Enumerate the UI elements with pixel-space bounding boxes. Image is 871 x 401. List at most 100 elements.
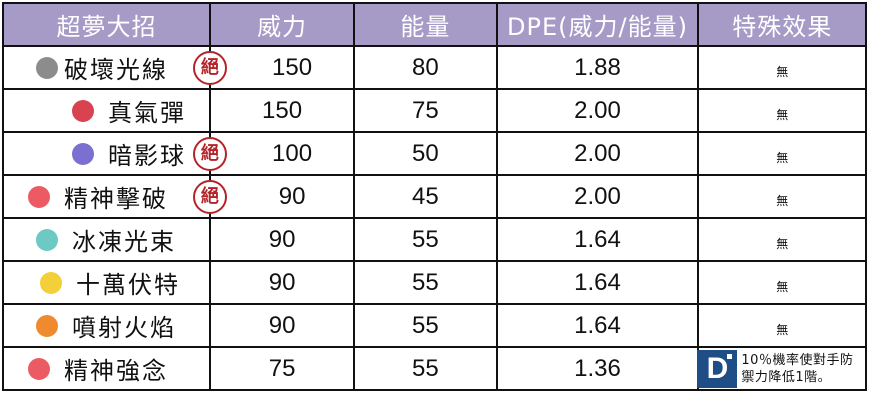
move-name-cell: 真氣彈 <box>2 88 211 133</box>
move-name-cell: 精神強念 <box>2 346 211 391</box>
special-effect-text: 無 <box>776 322 789 337</box>
move-name-cell: 暗影球 絕 <box>2 131 227 176</box>
dpe-value: 1.64 <box>574 312 621 339</box>
energy-value: 50 <box>412 140 439 167</box>
power-value: 150 <box>262 97 303 124</box>
dpe-cell: 1.64 <box>495 217 700 262</box>
energy-cell: 50 <box>353 131 498 176</box>
header-special-effect: 特殊效果 <box>697 2 867 47</box>
move-name: 精神強念 <box>64 357 168 385</box>
dpe-value: 2.00 <box>574 97 621 124</box>
special-effect-cell: 無 <box>697 131 867 176</box>
energy-cell: 55 <box>353 260 498 305</box>
normal-type-icon <box>36 56 58 79</box>
energy-value: 55 <box>412 269 439 296</box>
table-row: 破壞光線 絕 150 80 1.88 無 <box>2 45 867 90</box>
table-row: 暗影球 絕 100 50 2.00 無 <box>2 131 867 176</box>
special-effect-text: 無 <box>776 236 789 251</box>
header-power: 威力 <box>208 2 356 47</box>
header-energy: 能量 <box>353 2 498 47</box>
power-value: 90 <box>268 226 296 253</box>
table-row: 噴射火焰 90 55 1.64 無 <box>2 303 867 348</box>
charged-moves-table: 超夢大招 威力 能量 DPE(威力/能量) 特殊效果 破壞光線 絕 150 80 1… <box>2 2 867 391</box>
dpe-cell: 1.64 <box>495 260 700 305</box>
power-cell: 100 <box>208 131 356 176</box>
special-effect-text: 無 <box>776 193 789 208</box>
power-cell: 90 <box>208 174 356 219</box>
move-name: 真氣彈 <box>108 99 186 127</box>
power-cell: 90 <box>208 260 356 305</box>
energy-cell: 55 <box>353 217 498 262</box>
energy-cell: 80 <box>353 45 498 90</box>
fighting-type-icon <box>72 99 94 122</box>
move-name-cell: 冰凍光束 <box>2 217 211 262</box>
ice-type-icon <box>36 228 58 251</box>
dpe-value: 2.00 <box>574 183 621 210</box>
energy-cell: 45 <box>353 174 498 219</box>
move-name: 冰凍光束 <box>72 228 176 256</box>
power-cell: 75 <box>208 346 356 391</box>
power-cell: 90 <box>208 303 356 348</box>
dpe-value: 1.64 <box>574 269 621 296</box>
elite-badge-icon: 絕 <box>192 179 227 214</box>
fire-type-icon <box>36 314 58 337</box>
special-effect-cell: D 10％機率使對手防禦力降低1階。 <box>697 346 867 391</box>
elite-badge-icon: 絕 <box>192 50 227 85</box>
psychic-type-icon <box>28 357 50 380</box>
special-effect-cell: 無 <box>697 174 867 219</box>
move-name: 破壞光線 <box>64 56 168 84</box>
power-value: 90 <box>268 269 296 296</box>
dpe-cell: 2.00 <box>495 131 700 176</box>
dpe-cell: 1.36 <box>495 346 700 391</box>
power-value: 90 <box>268 312 296 339</box>
move-name: 精神擊破 <box>64 185 168 213</box>
header-move-name: 超夢大招 <box>2 2 211 47</box>
move-name-cell: 破壞光線 絕 <box>2 45 227 90</box>
special-effect-text: 無 <box>776 107 789 122</box>
move-name-cell: 十萬伏特 <box>2 260 211 305</box>
energy-cell: 55 <box>353 303 498 348</box>
move-name: 噴射火焰 <box>72 314 176 342</box>
special-effect-cell: 無 <box>697 260 867 305</box>
elite-badge-icon: 絕 <box>192 136 227 171</box>
dpe-cell: 2.00 <box>495 88 700 133</box>
energy-value: 80 <box>412 54 439 81</box>
table-row: 冰凍光束 90 55 1.64 無 <box>2 217 867 262</box>
table-row: 精神擊破 絕 90 45 2.00 無 <box>2 174 867 219</box>
dpe-value: 1.36 <box>574 355 621 382</box>
power-value: 150 <box>272 54 313 81</box>
ghost-type-icon <box>72 142 94 165</box>
energy-cell: 75 <box>353 88 498 133</box>
special-effect-text: 10％機率使對手防禦力降低1階。 <box>741 352 854 385</box>
power-value: 90 <box>278 183 306 210</box>
energy-value: 55 <box>412 226 439 253</box>
special-effect-cell: 無 <box>697 88 867 133</box>
table-row: 真氣彈 150 75 2.00 無 <box>2 88 867 133</box>
dpe-value: 1.64 <box>574 226 621 253</box>
special-effect-cell: 無 <box>697 45 867 90</box>
dpe-cell: 1.64 <box>495 303 700 348</box>
power-cell: 90 <box>208 217 356 262</box>
power-value: 100 <box>272 140 313 167</box>
energy-value: 55 <box>412 355 439 382</box>
psychic-type-icon <box>28 185 50 208</box>
dpe-value: 1.88 <box>574 54 621 81</box>
special-effect-cell: 無 <box>697 303 867 348</box>
table-row: 精神強念 75 55 1.36 D 10％機率使對手防禦力降低1階。 <box>2 346 867 391</box>
header-dpe: DPE(威力/能量) <box>495 2 700 47</box>
dpe-value: 2.00 <box>574 140 621 167</box>
dpe-cell: 1.88 <box>495 45 700 90</box>
table-row: 十萬伏特 90 55 1.64 無 <box>2 260 867 305</box>
header-row: 超夢大招 威力 能量 DPE(威力/能量) 特殊效果 <box>2 2 867 47</box>
dpe-cell: 2.00 <box>495 174 700 219</box>
move-name: 十萬伏特 <box>76 271 180 299</box>
power-cell: 150 <box>208 45 356 90</box>
special-effect-text: 無 <box>776 150 789 165</box>
energy-value: 55 <box>412 312 439 339</box>
special-effect-text: 無 <box>776 64 789 79</box>
energy-value: 45 <box>412 183 439 210</box>
energy-cell: 55 <box>353 346 498 391</box>
electric-type-icon <box>40 271 62 294</box>
move-name: 暗影球 <box>108 142 186 170</box>
power-cell: 150 <box>208 88 356 133</box>
